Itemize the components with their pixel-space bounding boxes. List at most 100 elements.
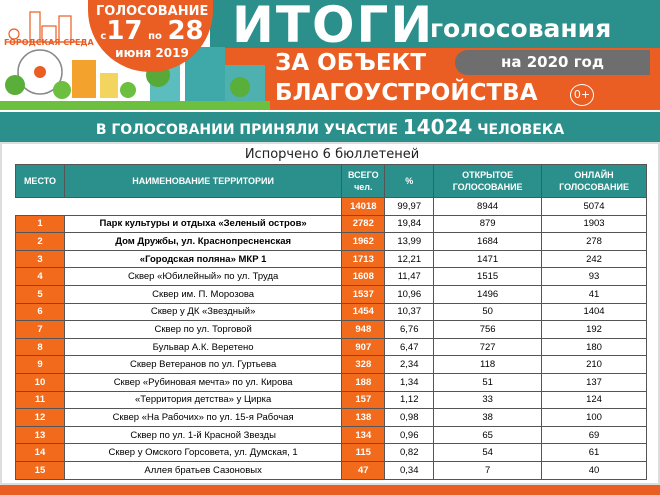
title-line2: ЗА ОБЪЕКТ — [275, 50, 427, 76]
cell-place: 14 — [15, 443, 65, 462]
cell-online: 1903 — [541, 214, 647, 234]
cell-name: Сквер им. П. Морозова — [63, 284, 343, 304]
cell-total: 1537 — [341, 284, 386, 304]
cell-percent: 6,47 — [384, 337, 435, 357]
col-online: ОНЛАЙН ГОЛОСОВАНИЕ — [541, 164, 647, 198]
cell-open: 38 — [433, 408, 543, 427]
table-row: 4 Сквер «Юбилейный» по ул. Труда 1608 11,47… — [15, 267, 647, 286]
totals-percent: 99,97 — [384, 197, 435, 216]
cell-name: Бульвар А.К. Веретено — [63, 337, 343, 357]
totals-total: 14018 — [341, 197, 386, 216]
totals-online: 5074 — [541, 197, 647, 216]
to-word: по — [148, 31, 162, 42]
cell-place: 4 — [15, 267, 65, 286]
tree-icon — [53, 81, 71, 99]
cell-place: 12 — [15, 408, 65, 427]
cell-total: 138 — [341, 408, 386, 427]
title-line3: БЛАГОУСТРОЙСТВА — [275, 80, 538, 106]
cell-open: 118 — [433, 355, 543, 374]
cell-percent: 0,82 — [384, 443, 435, 462]
cell-total: 1454 — [341, 302, 386, 322]
table-row: 3 «Городская поляна» МКР 1 1713 12,21 1471 24… — [15, 249, 647, 269]
cell-online: 93 — [541, 267, 647, 286]
header-banner: на 2020 год ИТОГИ голосования ЗА ОБЪЕКТ … — [0, 0, 660, 112]
table-row: 9 Сквер Ветеранов по ул. Гуртьева 328 2,34 1… — [15, 355, 647, 374]
totals-blank — [15, 197, 343, 216]
cell-percent: 12,21 — [384, 249, 435, 269]
month-year: июня 2019 — [115, 46, 189, 60]
cell-online: 100 — [541, 408, 647, 427]
cell-name: «Территория детства» у Цирка — [63, 390, 343, 410]
spoiled-ballots: Испорчено 6 бюллетеней — [244, 147, 420, 162]
cell-name: Сквер «На Рабочих» по ул. 15-я Рабочая — [63, 408, 343, 427]
cell-place: 8 — [15, 337, 65, 357]
cell-online: 61 — [541, 443, 647, 462]
cell-open: 756 — [433, 320, 543, 339]
cell-place: 15 — [15, 460, 65, 480]
house-icon — [72, 60, 96, 98]
col-total: ВСЕГО чел. — [341, 164, 386, 198]
table-row: 7 Сквер по ул. Торговой 948 6,76 756 192 — [15, 320, 647, 339]
table-row: 5 Сквер им. П. Морозова 1537 10,96 1496 41 — [15, 284, 647, 304]
cell-name: Дом Дружбы, ул. Краснопресненская — [63, 232, 343, 251]
cell-online: 40 — [541, 460, 647, 480]
cell-online: 137 — [541, 372, 647, 392]
table-row: 12 Сквер «На Рабочих» по ул. 15-я Рабочая… — [15, 408, 647, 427]
tree-icon — [230, 77, 250, 97]
cell-total: 328 — [341, 355, 386, 374]
cell-online: 124 — [541, 390, 647, 410]
cell-percent: 1,12 — [384, 390, 435, 410]
cell-open: 1471 — [433, 249, 543, 269]
cell-place: 11 — [15, 390, 65, 410]
from-word: с — [100, 31, 107, 42]
table-row: 11 «Территория детства» у Цирка 157 1,12 33 1… — [15, 390, 647, 410]
tree-icon — [120, 82, 136, 98]
cell-name: Сквер по ул. 1-й Красной Звезды — [63, 425, 343, 445]
cell-online: 180 — [541, 337, 647, 357]
cell-online: 41 — [541, 284, 647, 304]
summary-strip: В ГОЛОСОВАНИИ ПРИНЯЛИ УЧАСТИЕ 14024 ЧЕЛО… — [0, 112, 660, 142]
header-row: МЕСТО НАИМЕНОВАНИЕ ТЕРРИТОРИИ ВСЕГО чел.… — [15, 164, 647, 198]
cell-name: Парк культуры и отдыха «Зеленый остров» — [63, 214, 343, 234]
table-row: 6 Сквер у ДК «Звездный» 1454 10,37 50 1404 — [15, 302, 647, 322]
table-row: 1 Парк культуры и отдыха «Зеленый остров»… — [15, 214, 647, 234]
cell-online: 210 — [541, 355, 647, 374]
cell-percent: 11,47 — [384, 267, 435, 286]
cell-place: 6 — [15, 302, 65, 322]
cell-percent: 2,34 — [384, 355, 435, 374]
table-row: 8 Бульвар А.К. Веретено 907 6,47 727 180 — [15, 337, 647, 357]
totals-open: 8944 — [433, 197, 543, 216]
col-percent: % — [384, 164, 435, 198]
cell-open: 50 — [433, 302, 543, 322]
results-panel: Испорчено 6 бюллетеней МЕСТО НАИМЕНОВАНИ… — [0, 142, 660, 485]
table-row: 14 Сквер у Омского Горсовета, ул. Думская… — [15, 443, 647, 462]
totals-row: 14018 99,97 8944 5074 — [15, 197, 647, 216]
cell-name: Сквер «Рубиновая мечта» по ул. Кирова — [63, 372, 343, 392]
cell-total: 47 — [341, 460, 386, 480]
year-pill: на 2020 год — [455, 50, 650, 75]
city-logo-icon — [6, 11, 86, 43]
cell-open: 33 — [433, 390, 543, 410]
cell-place: 13 — [15, 425, 65, 445]
cell-percent: 0,98 — [384, 408, 435, 427]
house-icon — [100, 73, 118, 98]
cell-total: 1713 — [341, 249, 386, 269]
summary-suffix: ЧЕЛОВЕКА — [477, 122, 565, 138]
cell-percent: 13,99 — [384, 232, 435, 251]
cell-name: «Городская поляна» МКР 1 — [63, 249, 343, 269]
cell-total: 2782 — [341, 214, 386, 234]
cell-percent: 0,96 — [384, 425, 435, 445]
cell-online: 192 — [541, 320, 647, 339]
teal-band — [210, 0, 660, 50]
from-day: 17 — [106, 16, 143, 46]
cell-open: 1515 — [433, 267, 543, 286]
cell-online: 278 — [541, 232, 647, 251]
cell-online: 242 — [541, 249, 647, 269]
cell-place: 5 — [15, 284, 65, 304]
cell-total: 157 — [341, 390, 386, 410]
title-sub: голосования — [430, 14, 612, 43]
cell-percent: 6,76 — [384, 320, 435, 339]
cell-name: Аллея братьев Сазоновых — [63, 460, 343, 480]
table-row: 13 Сквер по ул. 1-й Красной Звезды 134 0,96… — [15, 425, 647, 445]
cell-name: Сквер у Омского Горсовета, ул. Думская, … — [63, 443, 343, 462]
